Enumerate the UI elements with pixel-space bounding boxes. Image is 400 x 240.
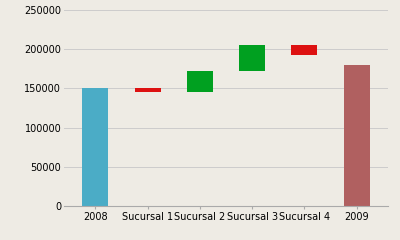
Bar <box>239 45 265 71</box>
Bar <box>187 71 213 92</box>
Bar <box>291 45 318 55</box>
Bar <box>82 88 108 206</box>
Bar <box>344 65 370 206</box>
Bar <box>134 88 161 92</box>
